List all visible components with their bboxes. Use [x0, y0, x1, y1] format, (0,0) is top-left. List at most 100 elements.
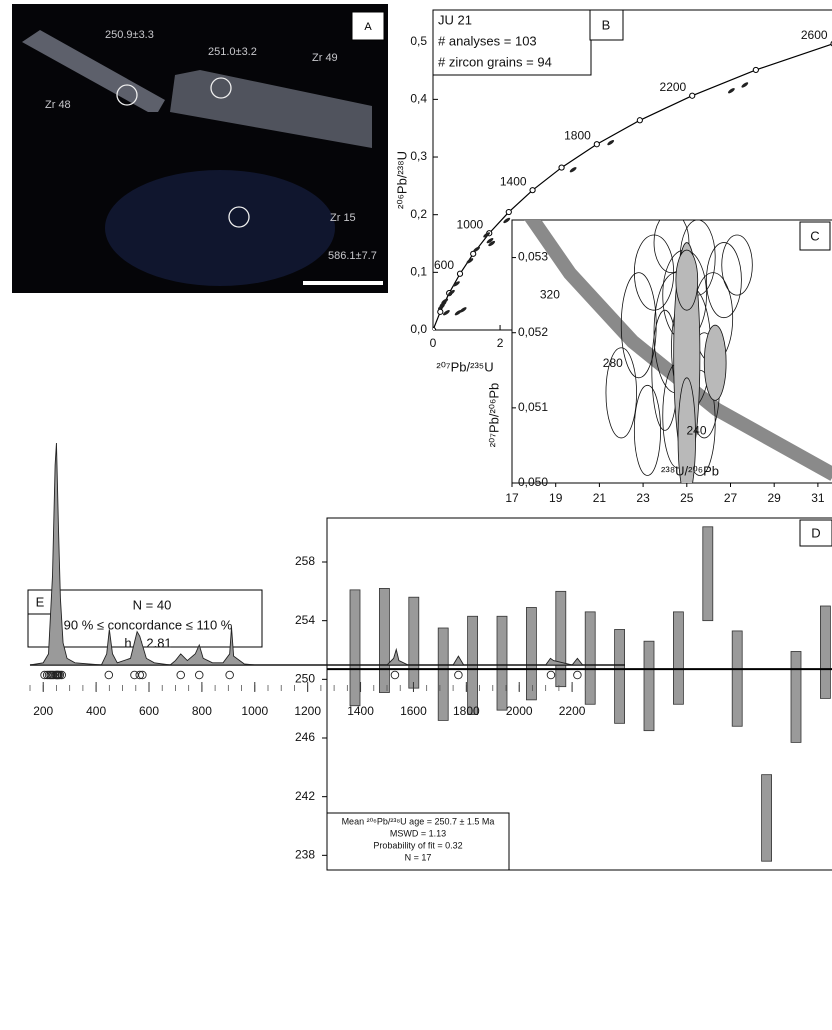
panel-label: E: [36, 594, 45, 609]
grain: [22, 30, 165, 112]
title-line: # analyses = 103: [438, 33, 537, 48]
y-tick-label: 0,3: [410, 149, 427, 163]
concordia-point: [433, 326, 437, 330]
panel-b: 0,00,10,20,30,40,50 260010001400180022002…: [394, 9, 832, 374]
error-bar: [702, 526, 714, 622]
y-tick-label: 242: [295, 789, 315, 803]
error-bar: [555, 590, 567, 688]
analysis: [569, 167, 577, 173]
error-bar: [673, 611, 684, 705]
grain-label: Zr 15: [330, 212, 356, 224]
age-marker: [194, 670, 204, 680]
concordia-point: [456, 270, 464, 277]
panel-label: B: [602, 17, 611, 32]
panel-e: E N = 40 90 % ≤ concordance ≤ 110 % h = …: [27, 442, 625, 718]
error-bar: [820, 605, 831, 699]
analysis: [741, 82, 749, 88]
analysis: [459, 307, 467, 313]
analysis-ellipse: [605, 347, 637, 439]
selected-ellipse: [677, 377, 696, 483]
selected-ellipse: [675, 249, 699, 311]
age-label: 320: [540, 288, 560, 302]
density-curve: [29, 442, 625, 666]
info-line: h = 2.81: [124, 635, 171, 650]
age-marker: [135, 670, 144, 680]
analysis: [728, 88, 735, 94]
y-tick-label: 0,051: [518, 400, 548, 414]
analysis: [473, 246, 480, 252]
concordia-point: [636, 117, 643, 124]
x-tick-label: 31: [811, 491, 825, 505]
y-axis-label: ²⁰⁶Pb/²³⁸U: [394, 151, 409, 209]
x-tick-label: 1000: [241, 704, 268, 718]
error-bar: [496, 615, 508, 711]
grain-label: Zr 48: [45, 99, 71, 111]
concordia-point: [689, 92, 696, 99]
x-tick-label: 29: [768, 491, 782, 505]
x-tick-label: 1200: [294, 704, 321, 718]
panel-label-box: [351, 11, 385, 41]
y-tick-label: 250: [295, 672, 315, 686]
age-marker: [390, 670, 400, 680]
error-bar: [643, 640, 655, 732]
panel-label: C: [810, 228, 819, 243]
x-axis-label: ²⁰⁷Pb/²³⁵U: [436, 359, 493, 374]
x-axis-label: ²³⁸U/²⁰⁶Pb: [661, 463, 719, 478]
scale-bar: [303, 281, 383, 285]
plot-e: 200 400 600 800 1000 1200 1400 1600 1800 2000 2200: [29, 442, 625, 718]
panel-label-box: [799, 519, 832, 547]
y-tick-label: 246: [295, 730, 315, 744]
selected-ellipse: [703, 324, 727, 401]
x-tick-label: 2000: [506, 704, 533, 718]
grain: [170, 70, 372, 148]
age-label: 1400: [500, 174, 527, 188]
y-tick-label: 254: [295, 613, 315, 627]
info-line: N = 40: [133, 597, 172, 612]
age-label: 586.1±7.7: [328, 250, 377, 262]
analysis: [441, 298, 449, 304]
spot: [210, 77, 232, 99]
y-tick-label: 0,053: [518, 250, 548, 264]
age-label: 1800: [564, 128, 591, 142]
x-tick-label: 0: [430, 336, 437, 350]
age-marker: [454, 670, 463, 680]
error-bar: [790, 651, 802, 743]
x-tick-label: 200: [33, 704, 53, 718]
analysis: [483, 232, 491, 238]
x-tick-label: 400: [86, 704, 106, 718]
error-bar: [437, 627, 449, 721]
error-bar: [761, 774, 772, 862]
concordia-point: [437, 308, 444, 315]
panel-d: 238 242 246 250 254 258 Mean ²⁰⁶Pb/²³⁸U age =…: [295, 517, 832, 871]
age-label: 2600: [801, 28, 828, 42]
age-label: 250.9±3.3: [105, 29, 154, 41]
spot: [116, 84, 138, 106]
concordia-point: [558, 164, 565, 171]
age-label: 251.0±3.2: [208, 46, 257, 58]
concordia-curve: [433, 43, 832, 330]
analysis: [503, 217, 511, 224]
analysis-ellipse: [653, 220, 690, 273]
x-tick-label: 600: [139, 704, 159, 718]
x-tick-label: 2200: [559, 704, 586, 718]
age-label: 240: [686, 424, 706, 438]
y-axis-label: ²⁰⁷Pb/²⁰⁶Pb: [486, 383, 501, 448]
panel-label-box: [589, 9, 624, 41]
y-tick-label: 0,2: [410, 207, 427, 221]
title-line: # zircon grains = 94: [438, 54, 552, 69]
panel-frame: [326, 517, 832, 871]
error-bar: [349, 589, 361, 707]
age-marker: [546, 670, 556, 680]
stats-line: Mean ²⁰⁶Pb/²³⁸U age = 250.7 ± 1.5 Ma: [342, 816, 495, 826]
info-box: [432, 9, 592, 76]
y-tick-label: 0,0: [410, 322, 427, 336]
panel-label: A: [364, 21, 372, 33]
analysis: [453, 281, 460, 287]
analysis-ellipse: [706, 242, 742, 319]
x-tick-label: 23: [636, 491, 650, 505]
spot: [228, 206, 250, 228]
analysis: [448, 289, 455, 296]
x-tick-label: 17: [505, 491, 519, 505]
analysis: [443, 310, 450, 316]
